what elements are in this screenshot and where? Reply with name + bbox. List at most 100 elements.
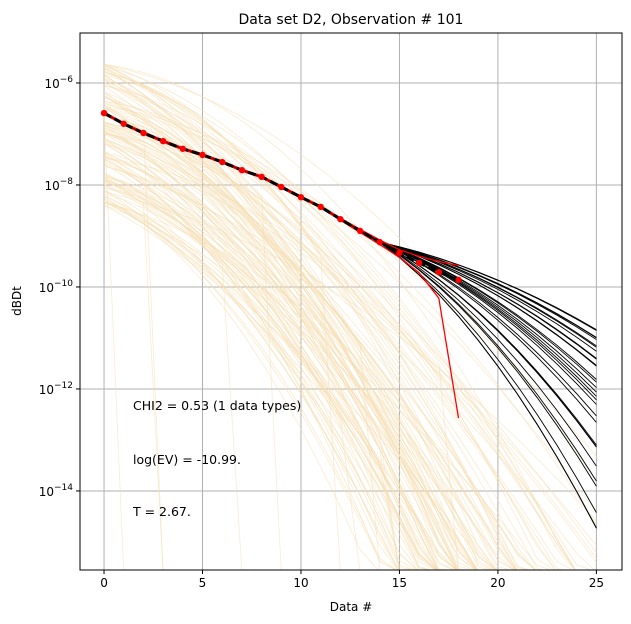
observed-data-point — [159, 137, 167, 145]
prior-realization-line — [103, 100, 576, 570]
prior-realization-line — [103, 143, 415, 570]
y-tick-label: 10−10 — [39, 279, 74, 295]
prior-realization-line — [103, 195, 458, 570]
prior-realization-line — [103, 68, 282, 570]
prior-realization-line — [103, 152, 399, 570]
prior-realization-line — [103, 152, 478, 570]
prior-realization-line — [103, 76, 557, 570]
prior-realization-line — [103, 189, 399, 570]
prior-realization-line — [103, 84, 576, 570]
prior-realization-line — [103, 172, 399, 570]
prior-realization-line — [103, 121, 576, 570]
prior-realization-line — [103, 66, 477, 570]
x-axis-label: Data # — [330, 600, 373, 614]
prior-realization-line — [103, 156, 497, 570]
prior-realization-line — [103, 151, 597, 564]
prior-realization-line — [103, 165, 536, 570]
observed-data-point — [297, 194, 305, 201]
annotation-temperature: T = 2.67. — [132, 504, 191, 519]
x-tick-label: 5 — [199, 576, 207, 590]
x-tick-label: 20 — [490, 576, 505, 590]
observed-data-point — [376, 238, 383, 246]
prior-realization-line — [103, 125, 458, 570]
observed-data-point — [435, 268, 443, 276]
annotation-chi2: CHI2 = 0.53 (1 data types) — [133, 398, 301, 413]
y-axis-label: dBDt — [10, 286, 24, 316]
prior-realization-line — [103, 179, 497, 570]
observed-data-point — [140, 129, 147, 137]
plot-frame — [79, 32, 623, 571]
y-tick-label: 10−6 — [44, 75, 73, 91]
prior-realization-line — [103, 79, 462, 570]
prior-realization-line — [103, 189, 397, 570]
prior-realization-line — [103, 132, 492, 570]
observed-data-point — [238, 166, 246, 174]
observed-data-point — [317, 203, 324, 211]
prior-realization-line — [103, 204, 457, 570]
observed-data-point — [258, 173, 265, 181]
prior-realization-line — [103, 122, 532, 570]
observed-data-point — [278, 183, 285, 191]
prior-realization-line — [103, 175, 478, 570]
prior-realization-line — [103, 165, 595, 570]
x-tick-label: 0 — [100, 576, 108, 590]
prior-realization-line — [103, 194, 458, 570]
prior-realization-line — [103, 132, 576, 570]
prior-realization-line — [103, 141, 397, 570]
prior-realization-line — [103, 73, 341, 570]
prior-realization-line — [103, 187, 456, 570]
prior-realization-line — [103, 139, 437, 570]
prior-realization-line — [103, 138, 361, 570]
x-tick-label: 25 — [589, 576, 604, 590]
prior-realization-line — [103, 180, 243, 570]
prior-realization-line — [103, 155, 417, 570]
prior-realization-line — [103, 131, 439, 570]
prior-realization-line — [103, 97, 597, 514]
prior-realization-line — [103, 178, 434, 570]
prior-realization-line — [103, 198, 379, 570]
prior-realization-line — [103, 103, 438, 570]
prior-realization-line — [103, 92, 478, 570]
prior-realization-line — [103, 71, 517, 570]
observed-data-point — [455, 276, 462, 284]
y-axis-ticks: 10−6 10−8 10−10 10−12 10−14 — [39, 75, 80, 499]
observed-data-point — [356, 227, 364, 235]
prior-realization-line — [103, 173, 439, 570]
x-tick-label: 10 — [293, 576, 308, 590]
prior-realization-line — [103, 124, 418, 570]
y-tick-label: 10−12 — [39, 381, 73, 397]
observed-data-point — [120, 120, 127, 127]
prior-realization-line — [103, 182, 400, 570]
annotation-evidence: log(EV) = -10.99. — [133, 452, 241, 467]
prior-realization-line — [103, 133, 458, 570]
prior-realization-line — [103, 81, 597, 553]
prior-realization-line — [103, 161, 516, 570]
observed-data-point — [415, 259, 423, 267]
prior-realization-line — [103, 129, 458, 570]
prior-realizations — [103, 63, 597, 570]
observed-data-point — [396, 249, 403, 256]
posterior-realization-line — [103, 112, 597, 383]
prior-realization-line — [103, 95, 438, 570]
posterior-realization-line — [103, 113, 597, 447]
prior-realization-line — [103, 200, 438, 570]
observed-data — [100, 109, 462, 419]
prior-realization-line — [103, 70, 400, 570]
chart-title: Data set D2, Observation # 101 — [239, 12, 464, 28]
prior-realization-line — [103, 193, 437, 570]
prior-realization-line — [103, 186, 477, 570]
observed-data-point — [100, 109, 108, 117]
y-tick-label: 10−14 — [39, 483, 74, 499]
prior-realization-line — [103, 184, 553, 570]
prior-realization-line — [103, 139, 500, 570]
observed-data-point — [199, 151, 206, 159]
prior-realization-line — [103, 200, 425, 570]
prior-realization-line — [103, 63, 576, 570]
prior-realization-line — [103, 65, 555, 570]
observed-data-point — [337, 215, 344, 223]
x-axis-ticks: 0 5 10 15 20 25 — [100, 570, 604, 590]
observed-data-point — [179, 145, 187, 152]
prior-realization-line — [103, 85, 439, 570]
prior-realization-line — [103, 137, 438, 570]
